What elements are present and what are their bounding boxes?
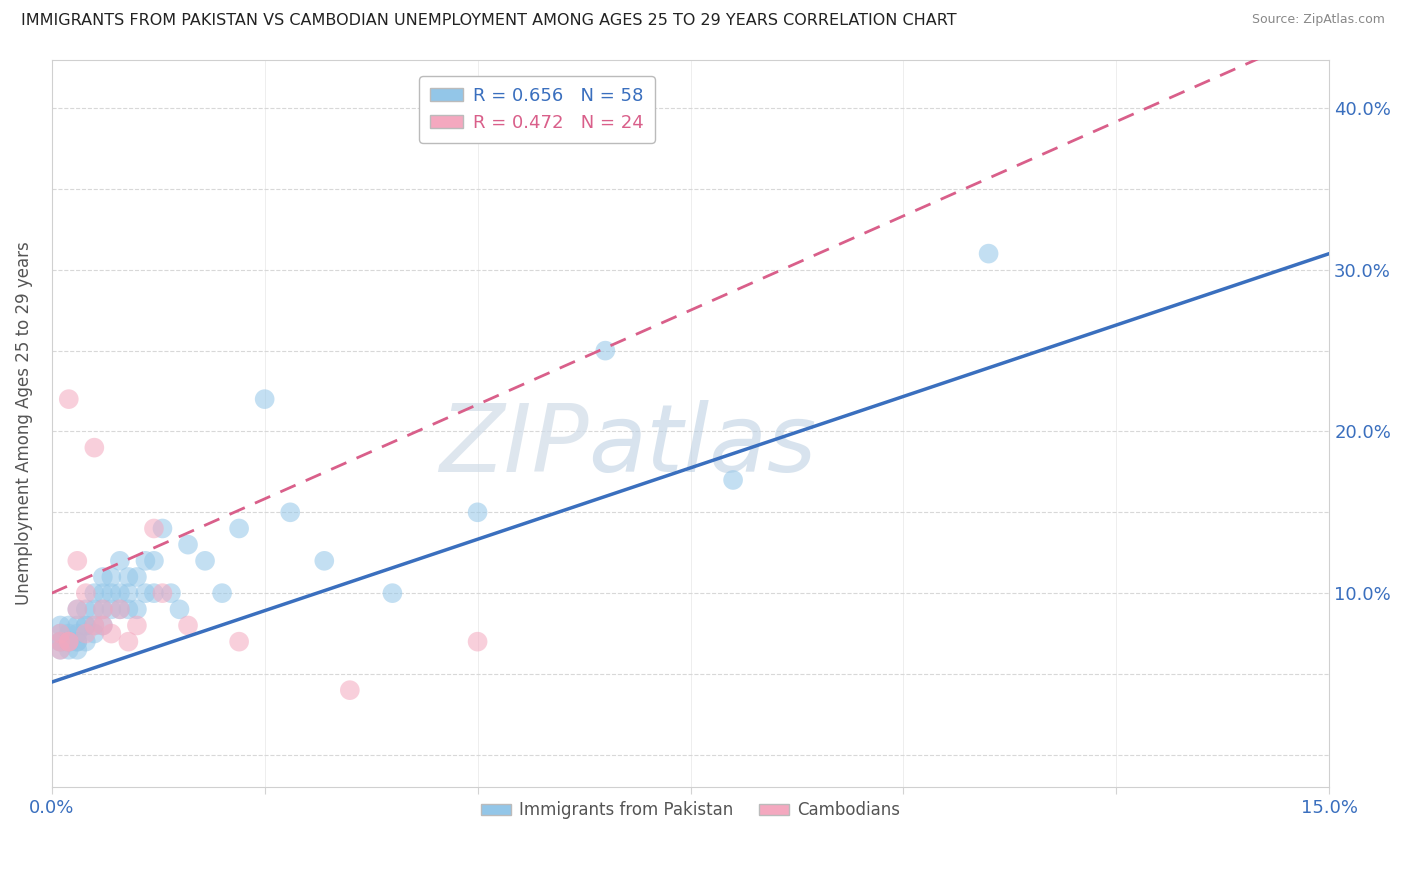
Point [381, 586, 404, 600]
Point [83, 602, 105, 616]
Point [467, 505, 489, 519]
Point [100, 570, 122, 584]
Text: atlas: atlas [588, 400, 817, 491]
Point [58, 392, 80, 406]
Point [211, 586, 233, 600]
Point [117, 602, 139, 616]
Point [49, 642, 72, 657]
Point [75, 618, 97, 632]
Point [66, 634, 89, 648]
Point [117, 586, 139, 600]
Point [91, 602, 114, 616]
Point [108, 586, 131, 600]
Point [108, 602, 131, 616]
Point [75, 626, 97, 640]
Point [49, 626, 72, 640]
Point [91, 618, 114, 632]
Point [160, 586, 183, 600]
Point [58, 634, 80, 648]
Point [169, 602, 191, 616]
Point [66, 554, 89, 568]
Point [91, 618, 114, 632]
Point [58, 634, 80, 648]
Point [75, 586, 97, 600]
Point [100, 602, 122, 616]
Point [977, 246, 1000, 260]
Point [66, 626, 89, 640]
Point [66, 634, 89, 648]
Point [75, 634, 97, 648]
Point [49, 618, 72, 632]
Point [66, 602, 89, 616]
Point [91, 570, 114, 584]
Point [83, 618, 105, 632]
Point [177, 538, 200, 552]
Point [66, 602, 89, 616]
Point [49, 634, 72, 648]
Point [142, 554, 165, 568]
Point [117, 634, 139, 648]
Point [108, 554, 131, 568]
Point [49, 634, 72, 648]
Point [467, 634, 489, 648]
Y-axis label: Unemployment Among Ages 25 to 29 years: Unemployment Among Ages 25 to 29 years [15, 242, 32, 606]
Point [177, 618, 200, 632]
Point [58, 634, 80, 648]
Point [83, 626, 105, 640]
Point [100, 626, 122, 640]
Text: ZIP: ZIP [439, 400, 588, 491]
Point [83, 618, 105, 632]
Point [58, 626, 80, 640]
Point [58, 618, 80, 632]
Point [125, 618, 148, 632]
Text: IMMIGRANTS FROM PAKISTAN VS CAMBODIAN UNEMPLOYMENT AMONG AGES 25 TO 29 YEARS COR: IMMIGRANTS FROM PAKISTAN VS CAMBODIAN UN… [21, 13, 956, 29]
Point [134, 554, 156, 568]
Point [142, 521, 165, 535]
Point [721, 473, 744, 487]
Point [83, 441, 105, 455]
Point [58, 634, 80, 648]
Point [58, 642, 80, 657]
Point [142, 586, 165, 600]
Point [253, 392, 276, 406]
Point [49, 626, 72, 640]
Point [339, 683, 361, 698]
Point [100, 586, 122, 600]
Point [91, 586, 114, 600]
Point [278, 505, 301, 519]
Point [117, 570, 139, 584]
Point [66, 618, 89, 632]
Point [83, 586, 105, 600]
Point [49, 642, 72, 657]
Point [49, 634, 72, 648]
Text: Source: ZipAtlas.com: Source: ZipAtlas.com [1251, 13, 1385, 27]
Point [194, 554, 217, 568]
Point [125, 602, 148, 616]
Point [152, 586, 174, 600]
Point [134, 586, 156, 600]
Point [66, 642, 89, 657]
Point [108, 602, 131, 616]
Point [75, 602, 97, 616]
Point [125, 570, 148, 584]
Point [228, 521, 250, 535]
Point [314, 554, 336, 568]
Point [152, 521, 174, 535]
Point [75, 618, 97, 632]
Point [595, 343, 617, 358]
Point [91, 602, 114, 616]
Legend: Immigrants from Pakistan, Cambodians: Immigrants from Pakistan, Cambodians [474, 795, 907, 826]
Point [228, 634, 250, 648]
